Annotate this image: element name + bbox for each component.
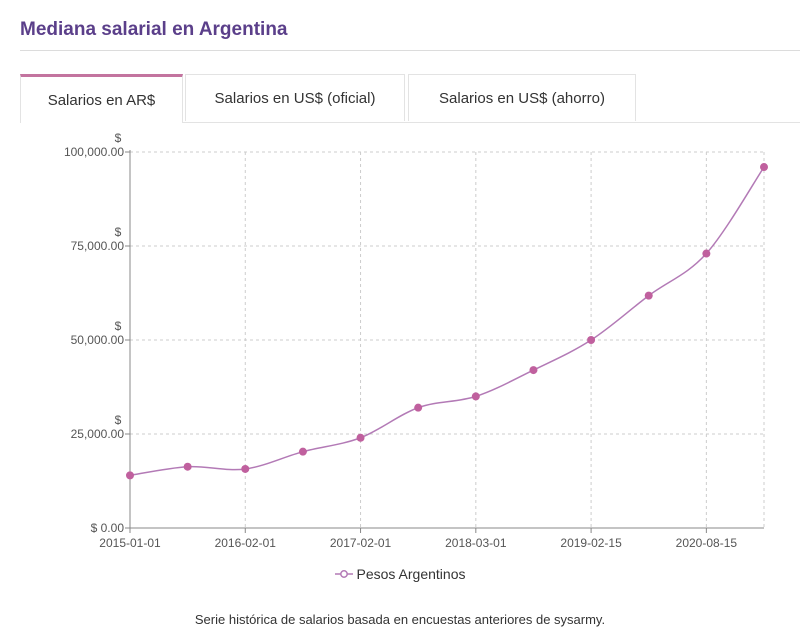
y-tick-label: 25,000.00 [71, 427, 125, 441]
series-point[interactable] [760, 163, 768, 172]
y-tick-label-prefix: $ [115, 319, 122, 333]
y-tick-label: $ 0.00 [91, 521, 125, 535]
x-tick-label: 2017-02-01 [330, 536, 392, 550]
x-tick-label: 2018-03-01 [445, 536, 507, 550]
tab-salarios-usd-oficial[interactable]: Salarios en US$ (oficial) [185, 74, 405, 121]
x-tick-label: 2020-08-15 [676, 536, 738, 550]
y-tick-label-prefix: $ [115, 131, 122, 145]
series-point[interactable] [414, 403, 423, 412]
x-tick-label: 2015-01-01 [99, 536, 161, 550]
y-tick-label-prefix: $ [115, 413, 122, 427]
tab-salarios-usd-ahorro[interactable]: Salarios en US$ (ahorro) [408, 74, 636, 121]
series-point[interactable] [298, 447, 307, 456]
series-point[interactable] [471, 392, 480, 401]
series-line-pesos-argentinos [129, 166, 765, 477]
y-tick-label: 50,000.00 [71, 333, 125, 347]
y-tick-labels: $ 0.00$25,000.00$50,000.00$75,000.00$100… [64, 131, 124, 535]
chart-axes [125, 150, 764, 533]
x-tick-labels: 2015-01-01 2016-02-01 2017-02-01 2018-03-01… [99, 536, 737, 550]
y-tick-label-prefix: $ [115, 225, 122, 239]
series-point[interactable] [183, 462, 192, 471]
y-tick-label: 100,000.00 [64, 145, 124, 159]
series-point[interactable] [702, 249, 711, 258]
chart-legend[interactable]: Pesos Argentinos [0, 566, 800, 582]
x-tick-label: 2016-02-01 [215, 536, 277, 550]
title-divider [20, 50, 800, 51]
legend-label: Pesos Argentinos [356, 566, 466, 582]
page-title: Mediana salarial en Argentina [20, 19, 288, 40]
salary-line-chart: $ 0.00$25,000.00$50,000.00$75,000.00$100… [64, 131, 768, 550]
chart-footnote: Serie histórica de salarios basada en en… [194, 612, 606, 627]
y-tick-label: 75,000.00 [71, 239, 125, 253]
legend-line-marker-icon [334, 570, 353, 578]
series-point[interactable] [529, 366, 538, 375]
series-point[interactable] [126, 471, 134, 480]
series-point[interactable] [356, 433, 365, 442]
series-points [126, 163, 768, 480]
series-point[interactable] [644, 291, 653, 300]
tab-bar: Salarios en AR$ Salarios en US$ (oficial… [20, 74, 800, 123]
x-tick-label: 2019-02-15 [560, 536, 622, 550]
series-point[interactable] [241, 464, 250, 473]
series-point[interactable] [587, 336, 596, 344]
tab-salarios-ars[interactable]: Salarios en AR$ [20, 74, 183, 123]
chart-grid [130, 151, 765, 528]
